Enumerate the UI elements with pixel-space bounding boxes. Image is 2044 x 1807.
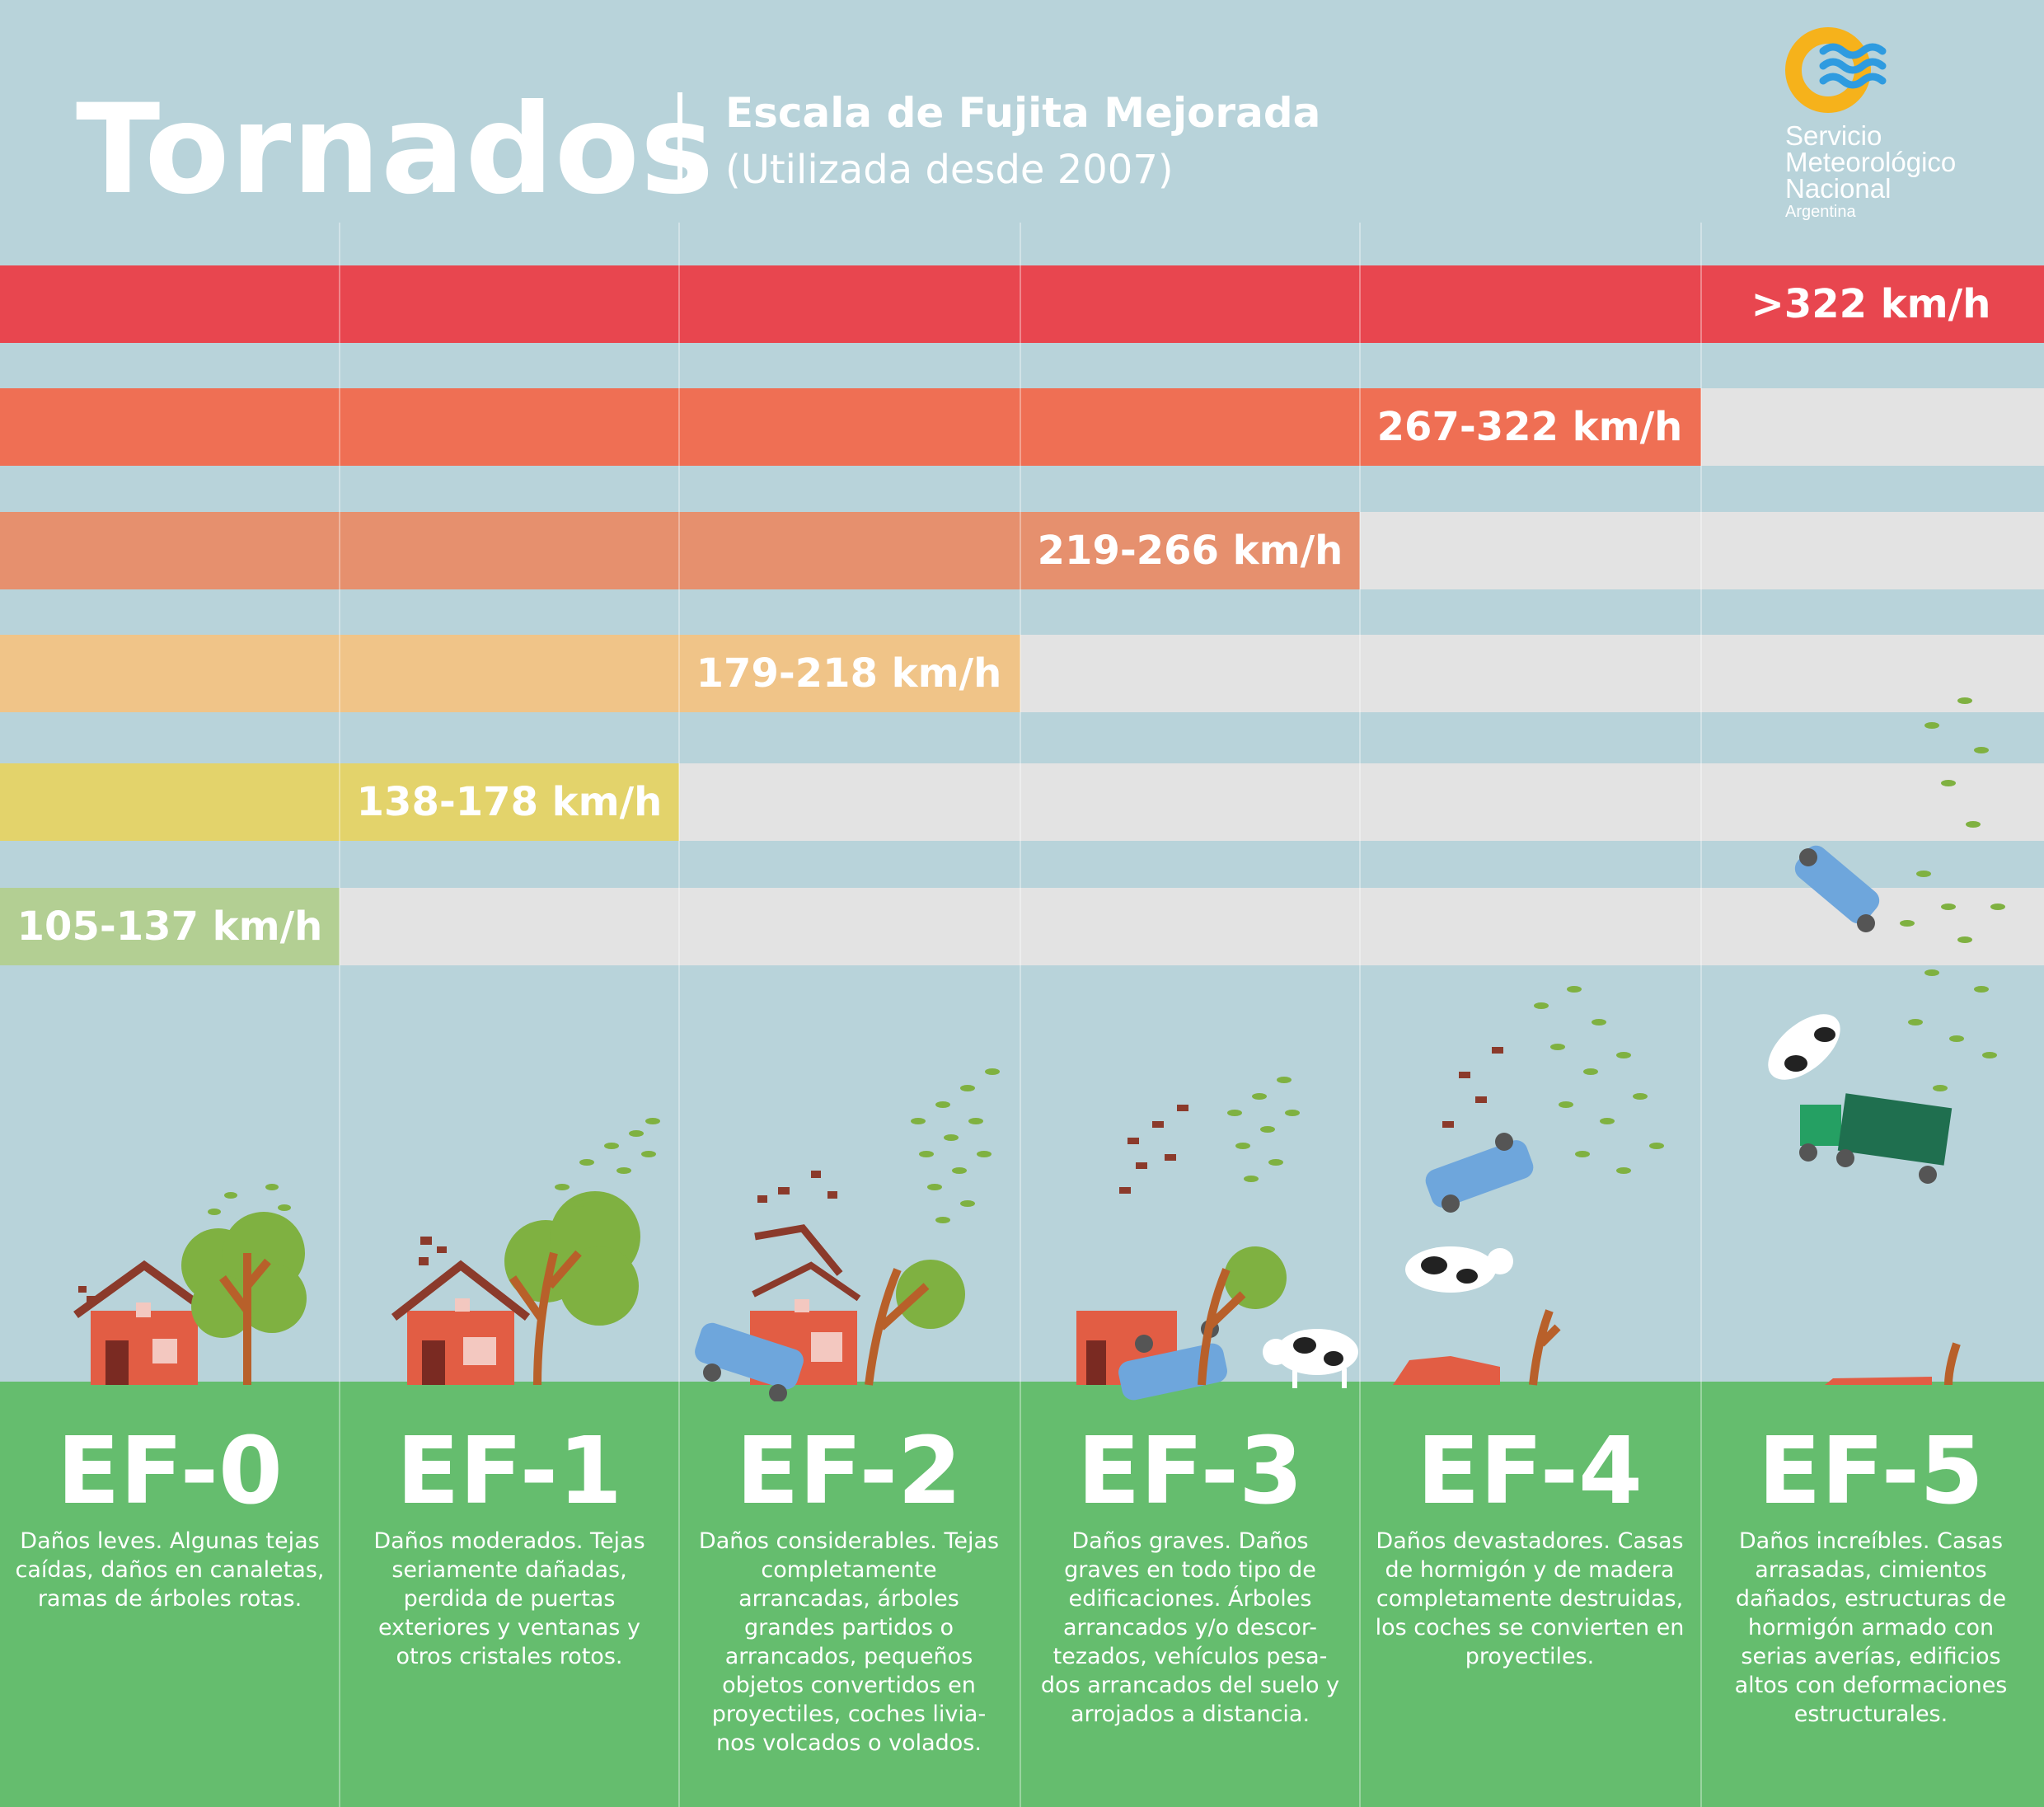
wind-bar-fill	[0, 512, 1360, 589]
logo-text-line4: Argentina	[1785, 203, 1856, 221]
logo-text-line1: Servicio	[1785, 120, 1882, 151]
wind-bar-ef0: 105-137 km/h	[0, 888, 2044, 965]
rubble-icon	[1393, 1356, 1500, 1385]
wind-bar-empty	[679, 763, 2044, 841]
wind-bar-empty	[1701, 388, 2044, 466]
wind-bar-ef1: 138-178 km/h	[0, 763, 2044, 841]
ef4-description: Daños devastadores. Casas de hormigón y …	[1375, 1528, 1685, 1669]
wind-bar-fill	[0, 635, 1020, 712]
ef2-scene	[695, 1068, 1000, 1401]
ground	[0, 1382, 2044, 1807]
wind-bar-fill	[0, 888, 340, 965]
car-icon	[1425, 1133, 1534, 1213]
ef3-title: EF-3	[1077, 1418, 1303, 1525]
wind-bar-fill	[0, 265, 2044, 343]
wind-bar-ef2: 179-218 km/h	[0, 635, 2044, 712]
ef0-title: EF-0	[57, 1418, 283, 1525]
wind-bar-label: 105-137 km/h	[16, 904, 323, 950]
cow-icon	[1263, 1329, 1358, 1388]
smn-logo: Servicio Meteorológico Nacional Argentin…	[1780, 25, 2019, 231]
leaves-icon	[1227, 1077, 1300, 1182]
wind-bar-empty	[340, 888, 2044, 965]
ef5-scene	[1768, 697, 2005, 1386]
ef2-title: EF-2	[736, 1418, 962, 1525]
ef0-scene	[73, 1184, 307, 1385]
car-icon	[1794, 845, 1880, 932]
tree-icon	[181, 1212, 307, 1385]
wind-bar-ef4: 267-322 km/h	[0, 388, 2044, 466]
wind-bar-label: 267-322 km/h	[1376, 404, 1683, 450]
ef4-title: EF-4	[1417, 1418, 1643, 1525]
wind-bar-fill	[0, 388, 1701, 466]
wind-bar-label: 219-266 km/h	[1037, 528, 1343, 574]
tree-icon	[1198, 1246, 1287, 1386]
debris-icon	[1442, 1047, 1503, 1128]
ef0-description: Daños leves. Algunas tejas caídas, daños…	[15, 1528, 325, 1612]
logo-text-line2: Meteorológico	[1785, 147, 1957, 177]
leaves-icon	[911, 1068, 1000, 1223]
tree-icon	[504, 1191, 640, 1386]
ef4-scene	[1393, 986, 1664, 1386]
tree-icon	[1944, 1342, 1961, 1386]
wind-bar-label: >322 km/h	[1751, 281, 1991, 327]
wind-bar-ef3: 219-266 km/h	[0, 512, 2044, 589]
car-icon	[1118, 1320, 1227, 1401]
cow-icon	[1768, 1014, 1840, 1080]
title-separator	[677, 92, 682, 191]
ef1-description: Daños moderados. Tejas seriamente dañada…	[373, 1528, 645, 1669]
tree-icon	[865, 1260, 965, 1386]
column-divider	[1700, 223, 1702, 1807]
page-title: Tornados	[76, 78, 715, 222]
car-icon	[695, 1322, 804, 1401]
logo-text-line3: Nacional	[1785, 173, 1892, 204]
truck-icon	[1799, 1093, 1953, 1184]
leaves-icon	[555, 1118, 660, 1207]
column-divider	[678, 223, 680, 1807]
ef5-description: Daños increíbles. Casas arrasadas, cimie…	[1734, 1528, 2008, 1727]
wind-bar-empty	[1360, 512, 2044, 589]
page-subtitle: Escala de Fujita Mejorada	[725, 89, 1321, 137]
ef1-scene	[391, 1118, 660, 1386]
leaves-icon	[208, 1184, 291, 1215]
rubble-icon	[1825, 1377, 1932, 1385]
page-subtitle-note: (Utilizada desde 2007)	[725, 147, 1174, 193]
smn-logo-icon	[1785, 27, 1887, 113]
leaves-icon	[1900, 697, 2005, 1091]
ef3-description: Daños graves. Daños graves en todo tipo …	[1040, 1528, 1340, 1727]
house-icon	[73, 1260, 215, 1385]
ef2-description: Daños considerables. Tejas completamente…	[698, 1528, 1000, 1756]
wind-bar-label: 179-218 km/h	[696, 650, 1002, 697]
house-icon	[391, 1237, 531, 1385]
column-divider	[339, 223, 340, 1807]
wind-bar-empty	[1020, 635, 2044, 712]
wind-bar-ef5: >322 km/h	[0, 265, 2044, 343]
column-divider	[1020, 223, 1021, 1807]
leaves-icon	[1534, 986, 1664, 1174]
column-divider	[1359, 223, 1361, 1807]
wind-bar-label: 138-178 km/h	[356, 779, 663, 825]
wind-bar-fill	[0, 763, 679, 841]
tree-icon	[1529, 1309, 1561, 1386]
ef3-scene	[1076, 1077, 1358, 1401]
debris-icon	[1119, 1105, 1188, 1194]
ef1-title: EF-1	[396, 1418, 622, 1525]
cow-icon	[1405, 1246, 1513, 1293]
ef5-title: EF-5	[1758, 1418, 1984, 1525]
